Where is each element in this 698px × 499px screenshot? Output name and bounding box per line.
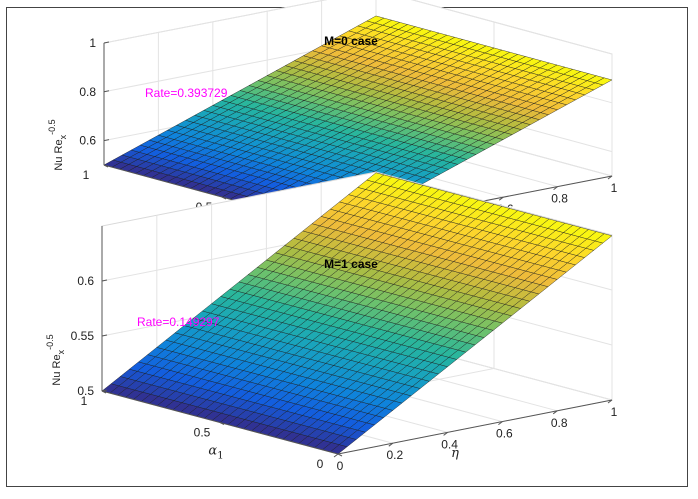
chart-title: M=0 case: [324, 34, 378, 48]
z-axis-label-sub: x: [56, 349, 66, 354]
z-tick-label: 0.6: [79, 134, 96, 148]
eta-tick-label: 0.6: [496, 427, 513, 441]
eta-tick: [607, 399, 613, 404]
z-axis-label-main: Nu Re: [51, 354, 63, 385]
z-axis-label-sub: x: [58, 134, 68, 139]
eta-axis-label: η: [451, 446, 459, 461]
eta-tick-label: 0: [337, 459, 344, 473]
z-axis-label-sup: -0.5: [45, 334, 55, 350]
z-tick: [103, 41, 110, 44]
eta-tick: [388, 442, 394, 447]
z-tick: [101, 279, 108, 282]
z-tick-label: 1: [89, 36, 96, 50]
z-tick: [101, 389, 108, 392]
z-tick: [103, 90, 110, 93]
alpha-tick-label: 1: [83, 168, 90, 182]
surface-patch: [366, 172, 385, 183]
z-tick: [101, 334, 108, 337]
surface-patch: [366, 15, 385, 24]
alpha-tick: [103, 164, 109, 168]
eta-tick: [443, 431, 448, 436]
eta-tick: [553, 186, 558, 191]
z-tick-label: 0.55: [71, 329, 95, 343]
eta-tick: [333, 453, 339, 458]
alpha-tick: [337, 453, 343, 457]
eta-tick-label: 0.4: [441, 437, 458, 451]
surface: [101, 172, 613, 455]
alpha-tick-label: 0.5: [194, 426, 211, 440]
eta-tick: [607, 175, 613, 180]
z-axis-label: Nu Rex-0.5: [47, 119, 68, 170]
eta-tick-label: 0.8: [551, 416, 568, 430]
rate-annotation: Rate=0.393729: [145, 86, 228, 100]
eta-axis-line: [337, 399, 613, 455]
eta-tick-label: 0.8: [551, 192, 568, 206]
z-axis-label: Nu Rex-0.5: [45, 334, 66, 385]
eta-tick: [552, 410, 558, 415]
alpha-tick-label: 1: [81, 394, 88, 408]
rate-annotation: Rate=0.149297: [137, 315, 220, 329]
alpha-axis-label: α1: [208, 444, 223, 462]
z-tick-label: 0.5: [77, 384, 94, 398]
eta-tick-label: 1: [611, 405, 618, 419]
eta-tick: [498, 196, 504, 201]
z-axis-label-sup: -0.5: [47, 119, 57, 135]
alpha-tick: [219, 422, 225, 425]
z-tick-label: 0.8: [79, 85, 96, 99]
alpha-axis-label-sub: 1: [217, 451, 223, 462]
eta-tick-label: 0.2: [386, 448, 403, 462]
eta-tick-label: 1: [611, 181, 618, 195]
alpha-tick: [221, 196, 227, 200]
z-tick-label: 0.6: [77, 274, 94, 288]
z-axis-label-main: Nu Re: [53, 139, 65, 170]
chart-title: M=1 case: [324, 257, 378, 271]
z-grid-line: [103, 0, 613, 55]
z-tick: [103, 139, 110, 142]
eta-tick: [498, 421, 503, 426]
alpha-tick-label: 0: [317, 457, 324, 471]
